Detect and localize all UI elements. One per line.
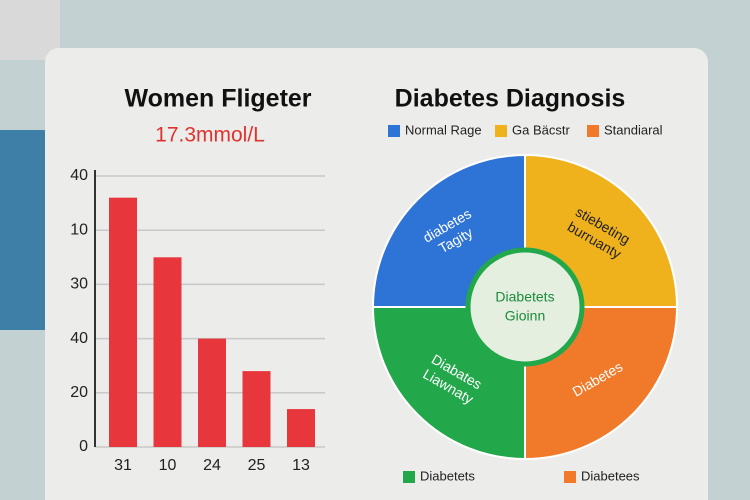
wall-panel (0, 130, 45, 330)
legend-swatch (587, 125, 599, 137)
legend-swatch (495, 125, 507, 137)
center-label: Gioinn (505, 308, 545, 324)
x-tick-label: 31 (114, 457, 132, 474)
legend-swatch (388, 125, 400, 137)
y-tick-label: 40 (70, 167, 88, 184)
x-tick-label: 24 (203, 457, 221, 474)
x-tick-label: 10 (159, 457, 177, 474)
legend-label: Normal Rage (405, 122, 482, 137)
sign (0, 0, 60, 60)
bar (242, 371, 271, 447)
legend-label: Diabetets (420, 468, 475, 483)
chart-title: Women Fligeter (124, 85, 311, 113)
chart-subtitle: 17.3mmol/L (155, 124, 265, 147)
legend-swatch (403, 471, 415, 483)
x-tick-label: 25 (248, 457, 266, 474)
y-tick-label: 20 (70, 384, 88, 401)
legend-swatch (564, 471, 576, 483)
bar (287, 409, 315, 447)
x-tick-label: 13 (292, 457, 310, 474)
legend-label: Standiaral (604, 122, 663, 137)
y-tick-label: 40 (70, 330, 88, 347)
center-circle (465, 247, 585, 367)
y-tick-label: 0 (79, 438, 88, 455)
bar (198, 338, 226, 447)
bar (153, 257, 182, 447)
center-label: Diabetets (495, 289, 554, 305)
legend-label: Diabetees (581, 468, 640, 483)
y-tick-label: 10 (70, 221, 88, 238)
chart-title: Diabetes Diagnosis (395, 85, 626, 113)
legend-label: Ga Bäcstr (512, 122, 570, 137)
bar (109, 197, 137, 447)
y-tick-label: 30 (70, 276, 88, 293)
